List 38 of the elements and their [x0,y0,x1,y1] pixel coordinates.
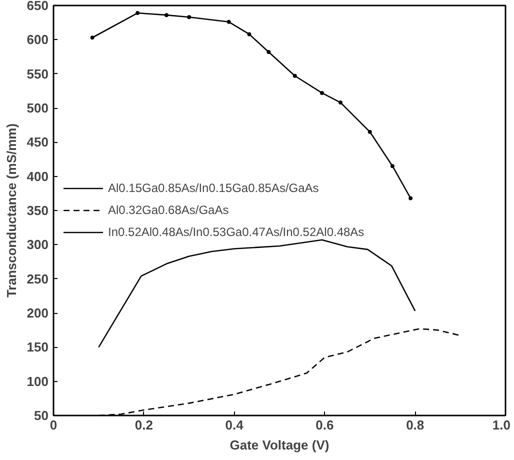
y-tick-label: 50 [34,408,49,423]
y-tick-label: 200 [26,306,49,320]
line-series [98,239,416,348]
x-axis-title: Gate Voltage (V) [230,438,330,452]
y-tick-label: 450 [26,134,49,150]
point [266,50,271,54]
point [408,196,413,200]
x-tick-label: 0 [50,418,58,432]
y-tick-label: 150 [26,340,49,355]
y-tick-label: 100 [26,374,49,389]
point [292,74,297,78]
x-tick-label: 0.8 [406,418,424,432]
point [247,32,252,36]
y-tick-label: 400 [26,168,49,184]
y-tick-label: 550 [26,66,49,82]
point [338,100,343,105]
x-tick-label: 0.4 [225,418,244,432]
point [320,90,324,95]
y-tick-label: 250 [26,271,49,286]
y-tick-label: 600 [26,32,49,48]
y-tick-label: 500 [26,100,49,116]
x-tick-label: 0.6 [316,418,334,432]
y-tick-label: 300 [26,237,49,252]
y-tick-label: 350 [26,203,49,218]
point [164,13,168,18]
point [368,130,372,134]
legend-label: Al0.32Ga0.68As/GaAs [108,203,229,217]
y-axis-title: Transconductance (mS/mm) [4,123,19,298]
x-tick-label: 1.0 [492,418,511,432]
point [136,11,140,16]
legend-label: Al0.15Ga0.85As/In0.15Ga0.85As/GaAs [108,181,319,195]
legend-label: In0.52Al0.48As/In0.53Ga0.47As/In0.52Al0.48As [108,225,364,239]
point [390,164,394,168]
point [90,36,94,40]
y-tick-label: 650 [26,0,49,13]
x-tick-label: 0.2 [134,418,153,432]
point [226,20,231,24]
point [187,15,192,20]
